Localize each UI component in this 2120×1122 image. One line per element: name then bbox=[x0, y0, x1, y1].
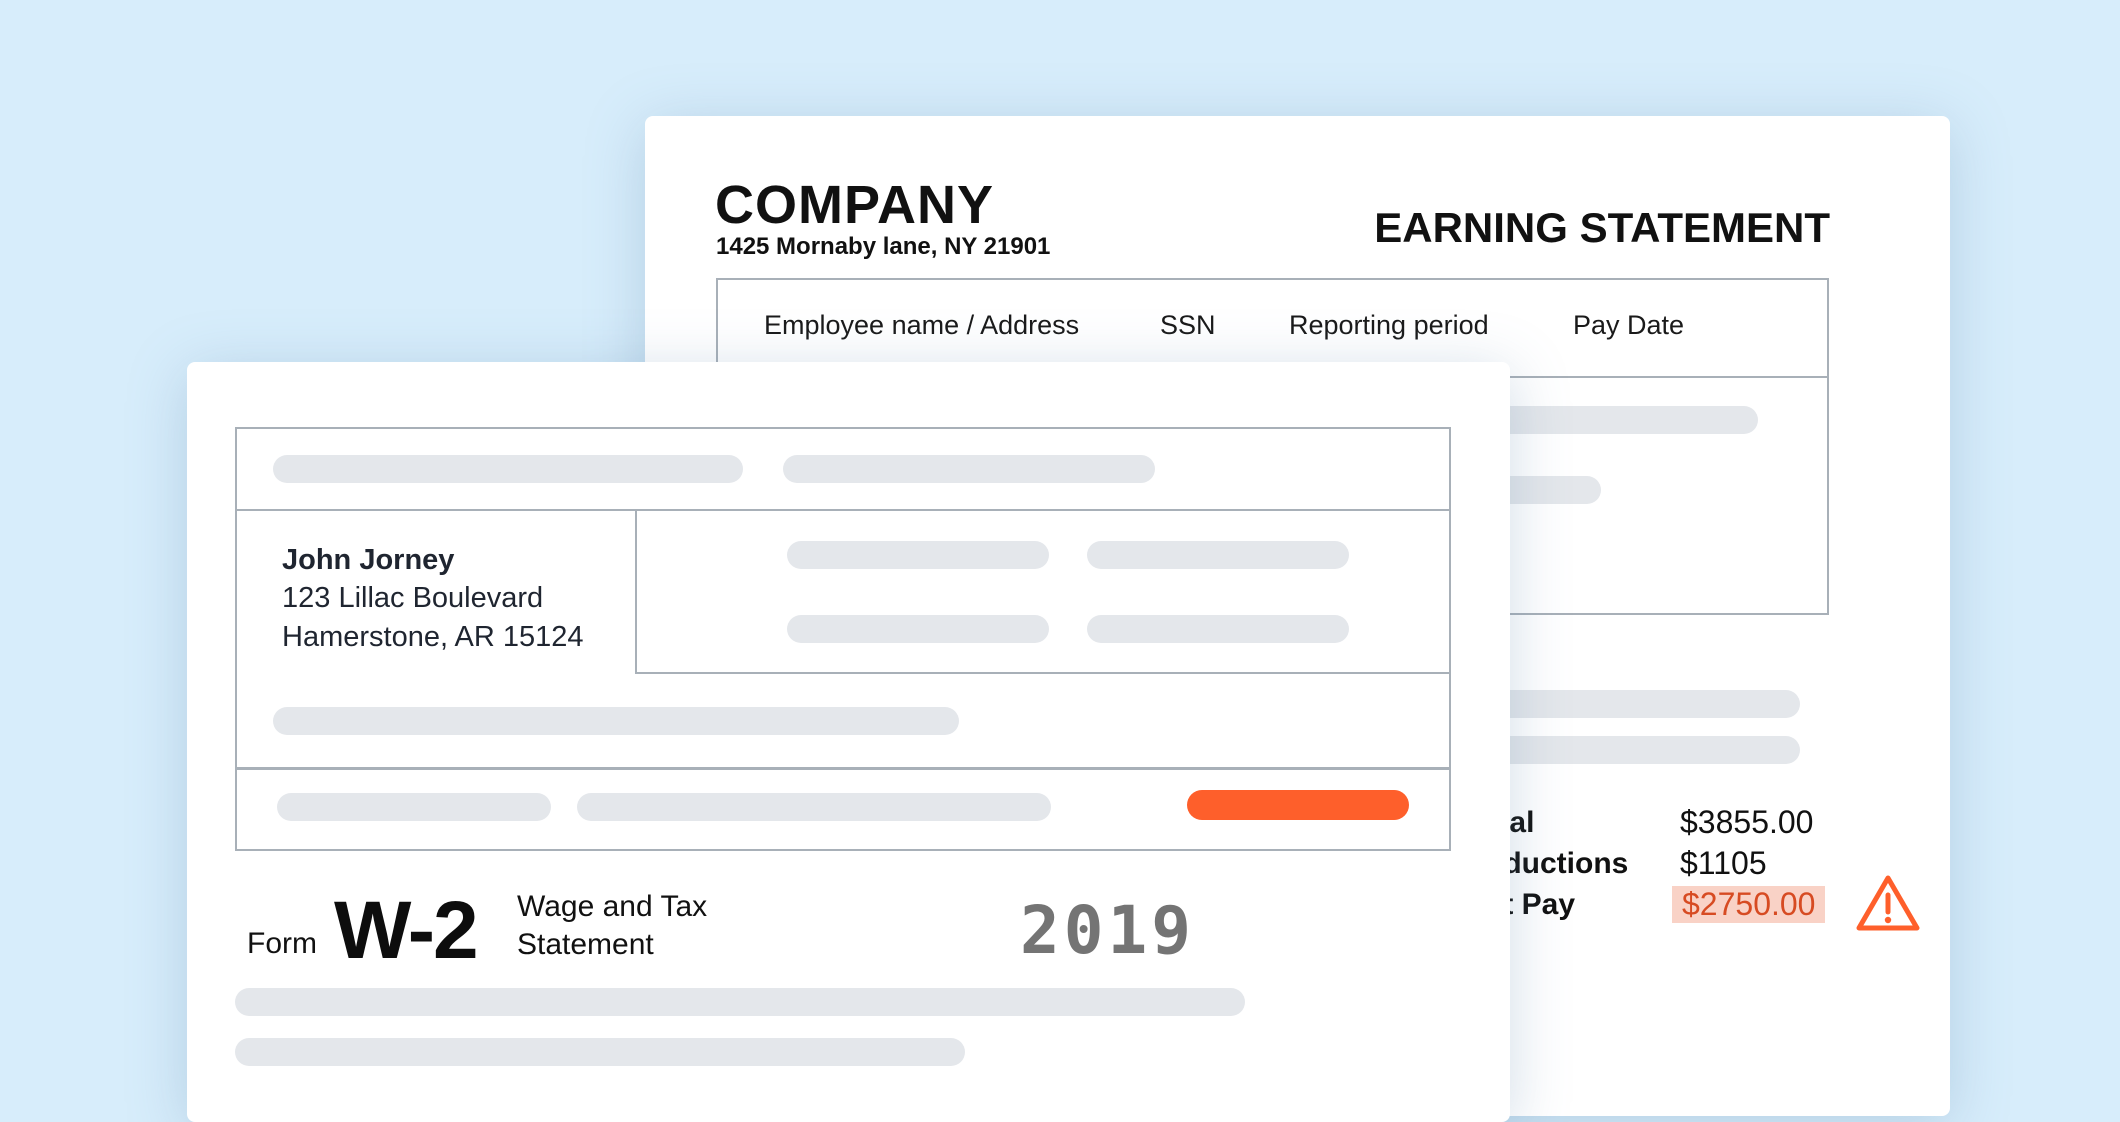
company-name: COMPANY bbox=[715, 175, 995, 235]
summary-value-total: $3855.00 bbox=[1680, 804, 1814, 840]
summary-value-net-pay: $2750.00 bbox=[1672, 886, 1826, 923]
placeholder-line bbox=[277, 793, 551, 821]
highlighted-placeholder-line bbox=[1187, 790, 1409, 820]
company-address: 1425 Mornaby lane, NY 21901 bbox=[716, 233, 1051, 260]
earning-statement-title: EARNING STATEMENT bbox=[1374, 204, 1830, 251]
form-title: Wage and Tax Statement bbox=[517, 890, 708, 961]
placeholder-line bbox=[235, 988, 1245, 1016]
employee-name: John Jorney bbox=[282, 544, 455, 576]
placeholder-line bbox=[1475, 690, 1800, 718]
placeholder-line bbox=[273, 455, 743, 483]
employee-address-line1: 123 Lillac Boulevard bbox=[282, 582, 544, 614]
placeholder-line bbox=[577, 793, 1051, 821]
form-year: 2019 bbox=[1020, 892, 1195, 969]
placeholder-line bbox=[235, 1038, 965, 1066]
placeholder-line bbox=[1087, 615, 1349, 643]
placeholder-line bbox=[1475, 736, 1800, 764]
column-header-ssn: SSN bbox=[1160, 310, 1216, 340]
placeholder-line bbox=[787, 615, 1049, 643]
warning-triangle-icon bbox=[1856, 875, 1920, 931]
form-code: W-2 bbox=[334, 885, 479, 976]
w2-bottom-row bbox=[235, 767, 1451, 851]
summary-value-deductions: $1105 bbox=[1680, 845, 1767, 881]
column-header-reporting-period: Reporting period bbox=[1289, 310, 1489, 340]
form-label: Form bbox=[247, 927, 317, 960]
w2-top-row bbox=[235, 427, 1451, 511]
placeholder-line bbox=[1087, 541, 1349, 569]
column-header-pay-date: Pay Date bbox=[1573, 310, 1685, 340]
column-header-employee: Employee name / Address bbox=[764, 310, 1080, 340]
placeholder-line bbox=[273, 707, 959, 735]
w2-employer-box bbox=[635, 509, 1451, 674]
w2-form-document: John Jorney 123 Lillac Boulevard Hamerst… bbox=[187, 362, 1510, 1122]
employee-address-line2: Hamerstone, AR 15124 bbox=[282, 621, 584, 653]
placeholder-line bbox=[787, 541, 1049, 569]
placeholder-line bbox=[783, 455, 1155, 483]
